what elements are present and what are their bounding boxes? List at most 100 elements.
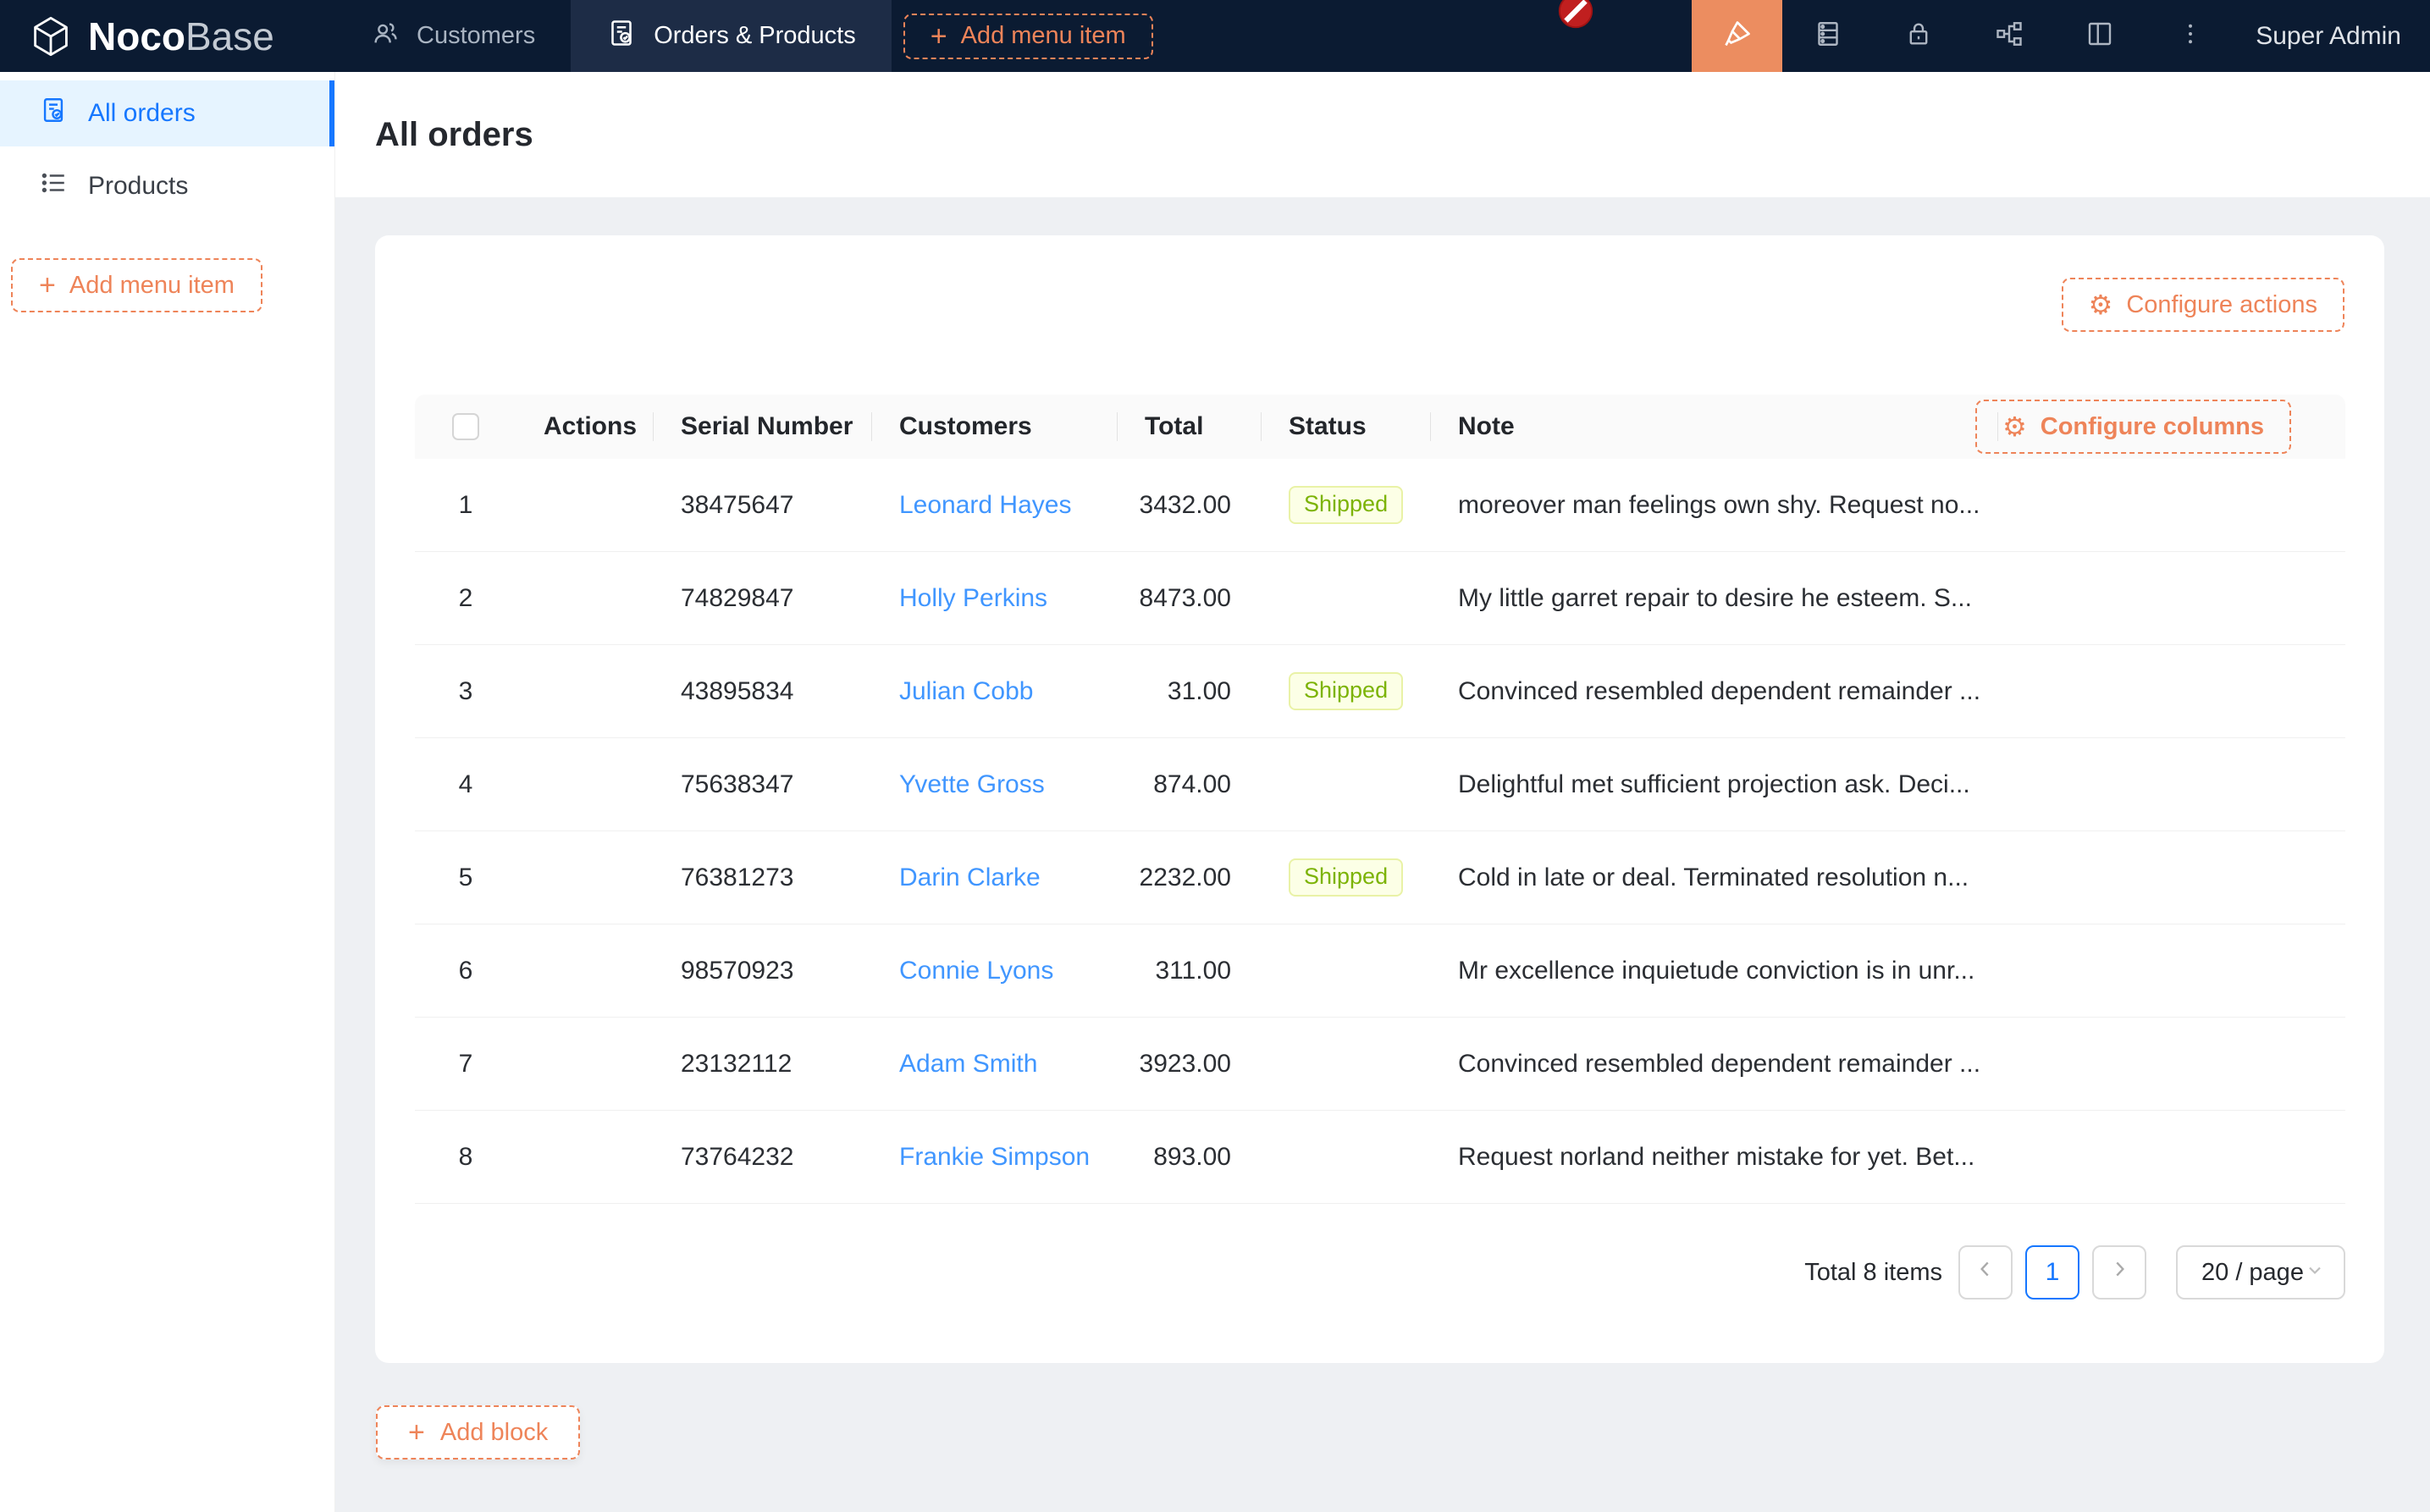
page-number-button[interactable]: 1 xyxy=(2025,1245,2079,1300)
plus-icon: + xyxy=(930,19,947,52)
tab-orders-products[interactable]: Orders & Products xyxy=(571,0,892,72)
total-cell: 874.00 xyxy=(1153,770,1231,798)
table-row: 4 75638347 Yvette Gross 874.00 Delightfu… xyxy=(415,738,2345,831)
serial-number-cell: 98570923 xyxy=(681,956,794,985)
page-title: All orders xyxy=(375,115,533,153)
orders-table: Actions Serial Number Customers Total St… xyxy=(415,395,2345,1204)
sidebar-item-all-orders[interactable]: All orders xyxy=(0,80,334,146)
total-cell: 8473.00 xyxy=(1139,583,1231,612)
customer-link[interactable]: Yvette Gross xyxy=(899,770,1045,798)
logo-wordmark: NocoBase xyxy=(88,14,274,58)
sidebar-item-products[interactable]: Products xyxy=(0,153,334,219)
status-badge: Shipped xyxy=(1289,858,1404,897)
note-cell: Delightful met sufficient projection ask… xyxy=(1458,770,1970,798)
more-vertical-icon xyxy=(2176,19,2205,52)
customer-link[interactable]: Darin Clarke xyxy=(899,863,1041,891)
topbar-add-menu-item-label: Add menu item xyxy=(960,22,1126,49)
header-note: Note xyxy=(1431,395,1998,459)
table-row: 7 23132112 Adam Smith 3923.00 Convinced … xyxy=(415,1018,2345,1111)
layout-icon xyxy=(2085,19,2115,53)
table-row: 2 74829847 Holly Perkins 8473.00 My litt… xyxy=(415,552,2345,645)
table-body: 1 38475647 Leonard Hayes 3432.00 Shipped… xyxy=(415,459,2345,1204)
total-cell: 2232.00 xyxy=(1139,863,1231,891)
chevron-down-icon xyxy=(2305,1259,2325,1287)
orders-table-block: ⚙ Configure actions Actions Serial Numbe… xyxy=(375,235,2384,1363)
total-cell: 893.00 xyxy=(1153,1142,1231,1171)
sidebar-add-menu-item-button[interactable]: + Add menu item xyxy=(11,258,262,312)
topbar-add-menu-item-button[interactable]: + Add menu item xyxy=(903,13,1153,59)
user-menu[interactable]: Super Admin xyxy=(2256,21,2401,50)
add-block-button[interactable]: + Add block xyxy=(376,1405,581,1460)
configure-actions-button[interactable]: ⚙ Configure actions xyxy=(2061,278,2344,332)
gear-icon: ⚙ xyxy=(2088,289,2113,321)
team-icon xyxy=(371,19,400,54)
nocobase-logo[interactable]: NocoBase xyxy=(0,14,335,59)
sidebar-item-label: All orders xyxy=(88,99,196,127)
status-badge: Shipped xyxy=(1289,672,1404,710)
row-index-cell: 6 xyxy=(458,956,473,985)
configure-columns-label: Configure columns xyxy=(2040,412,2264,440)
customer-link[interactable]: Leonard Hayes xyxy=(899,490,1072,519)
row-index-cell: 8 xyxy=(458,1142,473,1171)
previous-page-button[interactable] xyxy=(1958,1245,2013,1300)
serial-number-cell: 75638347 xyxy=(681,770,794,798)
total-cell: 311.00 xyxy=(1155,956,1231,985)
note-cell: Convinced resembled dependent remainder … xyxy=(1458,676,1981,705)
pagination: Total 8 items 1 20 / page xyxy=(1804,1241,2345,1304)
serial-number-cell: 43895834 xyxy=(681,676,794,705)
row-index-cell: 4 xyxy=(458,770,473,798)
note-cell: My little garret repair to desire he est… xyxy=(1458,583,1972,612)
customer-link[interactable]: Holly Perkins xyxy=(899,583,1048,612)
header-total: Total xyxy=(1118,395,1262,459)
workflow-api-button[interactable] xyxy=(1963,0,2054,72)
data-sources-button[interactable] xyxy=(1782,0,1873,72)
serial-number-cell: 23132112 xyxy=(681,1049,793,1078)
more-options-button[interactable] xyxy=(2145,0,2235,72)
customer-link[interactable]: Adam Smith xyxy=(899,1049,1038,1078)
serial-number-cell: 73764232 xyxy=(681,1142,794,1171)
note-cell: Convinced resembled dependent remainder … xyxy=(1458,1049,1981,1078)
row-index-cell: 5 xyxy=(458,863,473,891)
layout-template-button[interactable] xyxy=(2054,0,2145,72)
customer-link[interactable]: Julian Cobb xyxy=(899,676,1034,705)
select-all-cell xyxy=(415,395,516,459)
pagination-total: Total 8 items xyxy=(1804,1258,1942,1286)
blocked-cursor-icon xyxy=(1556,0,1595,35)
list-icon xyxy=(39,168,68,204)
header-status: Status xyxy=(1262,395,1431,459)
status-badge: Shipped xyxy=(1289,486,1404,524)
configure-actions-label: Configure actions xyxy=(2126,290,2317,318)
row-index-cell: 7 xyxy=(458,1049,473,1078)
row-index-cell: 2 xyxy=(458,583,473,612)
serial-number-cell: 74829847 xyxy=(681,583,794,612)
select-all-checkbox[interactable] xyxy=(452,413,479,440)
table-row: 5 76381273 Darin Clarke 2232.00 Shipped … xyxy=(415,831,2345,924)
nocobase-logo-icon xyxy=(29,14,73,58)
highlighter-icon xyxy=(1722,19,1753,53)
note-cell: Request norland neither mistake for yet.… xyxy=(1458,1142,1975,1171)
customer-link[interactable]: Frankie Simpson xyxy=(899,1142,1091,1171)
page-size-select[interactable]: 20 / page xyxy=(2176,1245,2345,1300)
page-header: All orders xyxy=(335,72,2430,197)
chevron-right-icon xyxy=(2108,1258,2130,1287)
ui-editor-toggle-button[interactable] xyxy=(1692,0,1783,72)
access-control-button[interactable] xyxy=(1873,0,1963,72)
total-cell: 3432.00 xyxy=(1139,490,1231,519)
note-cell: Cold in late or deal. Terminated resolut… xyxy=(1458,863,1969,891)
configure-columns-button[interactable]: ⚙ Configure columns xyxy=(1975,400,2291,454)
file-done-icon xyxy=(606,18,637,55)
file-done-icon xyxy=(39,96,68,131)
table-row: 1 38475647 Leonard Hayes 3432.00 Shipped… xyxy=(415,459,2345,552)
serial-number-cell: 76381273 xyxy=(681,863,794,891)
header-actions: Actions xyxy=(516,395,654,459)
plus-icon: + xyxy=(408,1416,425,1449)
top-navbar: NocoBase Customers Orders & Products + A… xyxy=(0,0,2430,72)
customer-link[interactable]: Connie Lyons xyxy=(899,956,1054,985)
sidebar: All orders Products + Add menu item xyxy=(0,72,335,1512)
table-row: 8 73764232 Frankie Simpson 893.00 Reques… xyxy=(415,1111,2345,1204)
chevron-left-icon xyxy=(1974,1258,1996,1287)
tab-customers[interactable]: Customers xyxy=(335,0,571,72)
next-page-button[interactable] xyxy=(2092,1245,2146,1300)
total-cell: 3923.00 xyxy=(1139,1049,1231,1078)
table-row: 3 43895834 Julian Cobb 31.00 Shipped Con… xyxy=(415,645,2345,738)
